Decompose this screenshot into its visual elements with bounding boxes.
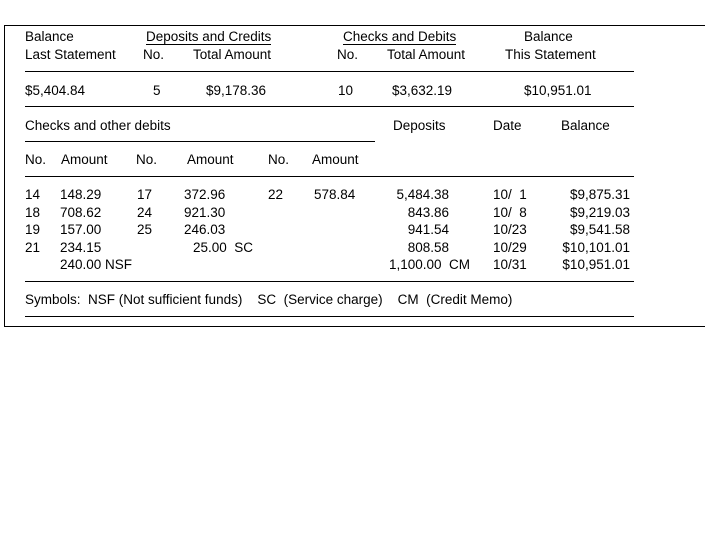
col-amount-1: Amount — [61, 152, 108, 167]
header-deposits-total: Total Amount — [193, 47, 272, 62]
row-amount-2: 921.30 — [184, 205, 226, 220]
header-checks-debits: Checks and Debits — [343, 29, 457, 45]
header-balance-this-2: This Statement — [505, 47, 596, 62]
row-date: 10/23 — [493, 222, 527, 237]
row-date: 10/ 8 — [493, 205, 527, 220]
row-balance: $9,219.03 — [569, 205, 630, 220]
row-amount-3: 578.84 — [314, 187, 356, 202]
row-no-1: 21 — [25, 240, 41, 255]
row-deposit: 941.54 — [407, 222, 449, 237]
col-no-3: No. — [268, 152, 290, 167]
checks-section-rule — [25, 141, 375, 142]
header-rule — [25, 71, 634, 72]
row-amount-1: 148.29 — [60, 187, 102, 202]
summary-check-total: $3,632.19 — [392, 83, 453, 98]
footer-rule — [25, 316, 634, 317]
row-no-2: 17 — [137, 187, 153, 202]
row-balance: $9,541.58 — [569, 222, 630, 237]
row-amount-1: 240.00 NSF — [60, 257, 133, 272]
header-checks-total: Total Amount — [387, 47, 466, 62]
row-no-1: 19 — [25, 222, 41, 237]
header-balance-last-1: Balance — [25, 29, 74, 44]
row-deposit: 808.58 — [407, 240, 449, 255]
row-balance: $10,101.01 — [562, 240, 630, 255]
col-amount-2: Amount — [187, 152, 234, 167]
summary-deposit-count: 5 — [153, 83, 161, 98]
row-amount-1: 234.15 — [60, 240, 102, 255]
summary-deposit-total: $9,178.36 — [206, 83, 267, 98]
balance-heading: Balance — [561, 118, 610, 133]
row-balance: $9,875.31 — [569, 187, 630, 202]
row-no-1: 14 — [25, 187, 41, 202]
header-balance-last-2: Last Statement — [25, 47, 116, 62]
row-deposit: 843.86 — [407, 205, 449, 220]
checks-section-title: Checks and other debits — [25, 118, 171, 133]
summary-rule — [25, 106, 634, 107]
row-amount-1: 157.00 — [60, 222, 102, 237]
row-no-3: 22 — [268, 187, 284, 202]
row-balance: $10,951.01 — [562, 257, 630, 272]
row-deposit: 1,100.00 CM — [389, 257, 471, 272]
row-date: 10/29 — [493, 240, 527, 255]
row-amount-1: 708.62 — [60, 205, 102, 220]
row-no-2: 25 — [137, 222, 153, 237]
row-no-1: 18 — [25, 205, 41, 220]
col-amount-3: Amount — [312, 152, 359, 167]
row-no-2: 24 — [137, 205, 153, 220]
col-no-1: No. — [25, 152, 47, 167]
header-deposits-credits: Deposits and Credits — [146, 29, 272, 45]
header-balance-this-1: Balance — [524, 29, 573, 44]
date-heading: Date — [493, 118, 522, 133]
row-amount-2: 372.96 — [184, 187, 226, 202]
header-checks-no: No. — [337, 47, 359, 62]
statement-frame — [4, 25, 705, 327]
row-amount-2: 246.03 — [184, 222, 226, 237]
row-deposit: 5,484.38 — [396, 187, 449, 202]
summary-check-count: 10 — [338, 83, 354, 98]
summary-last-balance: $5,404.84 — [25, 83, 86, 98]
deposits-heading: Deposits — [393, 118, 446, 133]
row-date: 10/31 — [493, 257, 527, 272]
summary-this-balance: $10,951.01 — [524, 83, 592, 98]
symbols-legend: Symbols: NSF (Not sufficient funds) SC (… — [25, 292, 513, 307]
columns-rule — [25, 176, 634, 177]
row-amount-2: 25.00 SC — [193, 240, 254, 255]
row-date: 10/ 1 — [493, 187, 527, 202]
header-deposits-no: No. — [143, 47, 165, 62]
rows-rule — [25, 281, 634, 282]
col-no-2: No. — [136, 152, 158, 167]
